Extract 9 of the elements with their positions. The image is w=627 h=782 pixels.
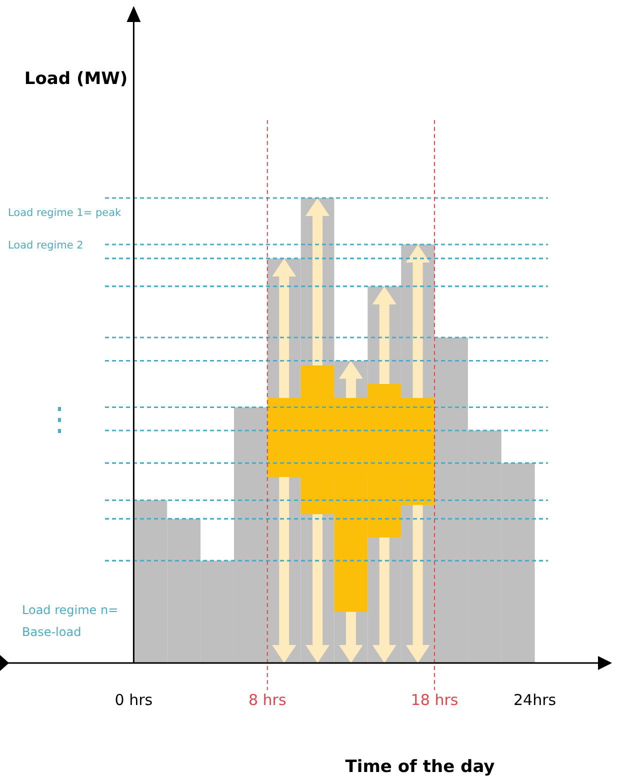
x-tick-label: 0 hrs xyxy=(114,691,153,709)
annotation: Load regime n= Base-load xyxy=(22,603,118,639)
ref-line-label: 18 hrs xyxy=(410,691,458,709)
ref-line-label: Load regime 1= peak xyxy=(8,207,122,219)
ref-line-label: 8 hrs xyxy=(248,691,286,709)
x-tick-label: 24hrs xyxy=(514,691,556,709)
text: Load (MW) xyxy=(24,69,128,89)
x-axis-title: Time of the day xyxy=(345,757,495,777)
ref-line-label: Load regime 2 xyxy=(8,240,84,252)
